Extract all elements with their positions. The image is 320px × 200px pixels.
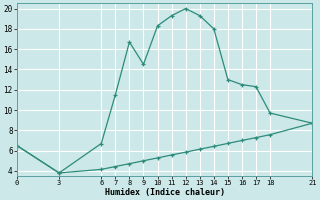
X-axis label: Humidex (Indice chaleur): Humidex (Indice chaleur) [105, 188, 225, 197]
